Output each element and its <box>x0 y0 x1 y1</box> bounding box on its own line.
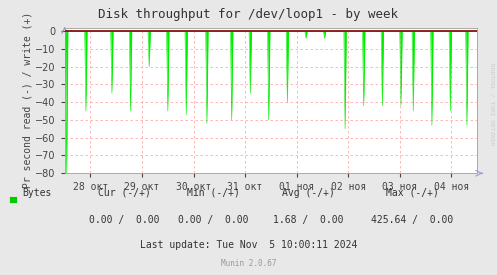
Y-axis label: Pr second read (-) / write (+): Pr second read (-) / write (+) <box>22 12 32 188</box>
Text: 0.00 /  0.00: 0.00 / 0.00 <box>89 215 160 225</box>
Text: Max (-/+): Max (-/+) <box>386 188 439 197</box>
Text: Cur (-/+): Cur (-/+) <box>98 188 151 197</box>
Text: 0.00 /  0.00: 0.00 / 0.00 <box>178 215 249 225</box>
Text: Min (-/+): Min (-/+) <box>187 188 240 197</box>
Text: Last update: Tue Nov  5 10:00:11 2024: Last update: Tue Nov 5 10:00:11 2024 <box>140 240 357 250</box>
Text: 1.68 /  0.00: 1.68 / 0.00 <box>273 215 343 225</box>
Text: Avg (-/+): Avg (-/+) <box>282 188 334 197</box>
Text: Bytes: Bytes <box>22 188 52 197</box>
Text: RRDTOOL / TOBI OETIKER: RRDTOOL / TOBI OETIKER <box>490 63 495 146</box>
Text: 425.64 /  0.00: 425.64 / 0.00 <box>371 215 454 225</box>
Text: Munin 2.0.67: Munin 2.0.67 <box>221 260 276 268</box>
Text: Disk throughput for /dev/loop1 - by week: Disk throughput for /dev/loop1 - by week <box>98 8 399 21</box>
